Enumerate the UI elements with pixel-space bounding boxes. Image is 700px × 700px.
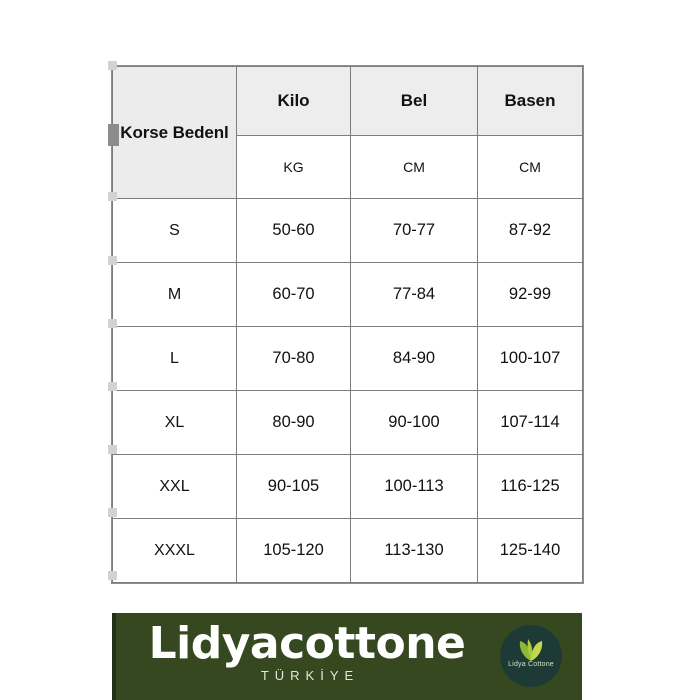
table-row: S 50-60 70-77 87-92 (112, 198, 583, 263)
cell-kilo: 90-105 (236, 454, 351, 519)
cell-size: M (112, 262, 237, 327)
brand-banner: Lidyacottone TÜRKİYE Lidya Cottone (112, 613, 582, 700)
header-kilo: Kilo (236, 66, 351, 136)
table-row: XXL 90-105 100-113 116-125 (112, 454, 583, 519)
cell-kilo: 60-70 (236, 262, 351, 327)
cell-bel: 70-77 (350, 198, 478, 263)
cell-bel: 113-130 (350, 518, 478, 583)
size-chart-table: Korse Bedenl Kilo Bel Basen KG CM CM S 5… (111, 65, 584, 584)
scan-edge-artifact (108, 256, 117, 265)
cell-size: S (112, 198, 237, 263)
table-row: XXXL 105-120 113-130 125-140 (112, 518, 583, 583)
cell-kilo: 80-90 (236, 390, 351, 455)
scan-edge-artifact (108, 124, 119, 146)
cell-size: L (112, 326, 237, 391)
scan-edge-artifact (108, 319, 117, 328)
brand-text-block: Lidyacottone TÜRKİYE (112, 621, 502, 685)
header-basen: Basen (477, 66, 583, 136)
cell-size: XXXL (112, 518, 237, 583)
cell-basen: 107-114 (477, 390, 583, 455)
cell-basen: 100-107 (477, 326, 583, 391)
cell-basen: 92-99 (477, 262, 583, 327)
scan-edge-artifact (108, 445, 117, 454)
cell-basen: 87-92 (477, 198, 583, 263)
cell-size: XXL (112, 454, 237, 519)
cell-basen: 125-140 (477, 518, 583, 583)
scan-edge-artifact (108, 192, 117, 201)
cell-kilo: 50-60 (236, 198, 351, 263)
cell-bel: 77-84 (350, 262, 478, 327)
cell-bel: 100-113 (350, 454, 478, 519)
cell-basen: 116-125 (477, 454, 583, 519)
cell-size: XL (112, 390, 237, 455)
cell-bel: 90-100 (350, 390, 478, 455)
banner-left-edge (112, 613, 116, 700)
header-corset-size: Korse Bedenl (112, 66, 237, 199)
scan-edge-artifact (108, 61, 117, 70)
table-row: L 70-80 84-90 100-107 (112, 326, 583, 391)
cell-bel: 84-90 (350, 326, 478, 391)
unit-basen: CM (477, 135, 583, 199)
table-row: XL 80-90 90-100 107-114 (112, 390, 583, 455)
scan-edge-artifact (108, 508, 117, 517)
table-row: M 60-70 77-84 92-99 (112, 262, 583, 327)
brand-country: TÜRKİYE (260, 668, 360, 683)
table-header-row-titles: Korse Bedenl Kilo Bel Basen (112, 66, 583, 199)
scan-edge-artifact (108, 571, 117, 580)
cell-kilo: 70-80 (236, 326, 351, 391)
unit-kilo: KG (236, 135, 351, 199)
brand-name: Lidyacottone (148, 618, 466, 669)
header-bel: Bel (350, 66, 478, 136)
scan-edge-artifact (108, 382, 117, 391)
table-header-row-units: KG CM CM (113, 135, 583, 199)
size-chart-container: Korse Bedenl Kilo Bel Basen KG CM CM S 5… (108, 61, 584, 584)
leaf-icon (519, 639, 543, 661)
brand-badge-caption: Lidya Cottone (508, 661, 554, 668)
brand-logo-badge: Lidya Cottone (500, 625, 562, 687)
unit-bel: CM (350, 135, 478, 199)
cell-kilo: 105-120 (236, 518, 351, 583)
